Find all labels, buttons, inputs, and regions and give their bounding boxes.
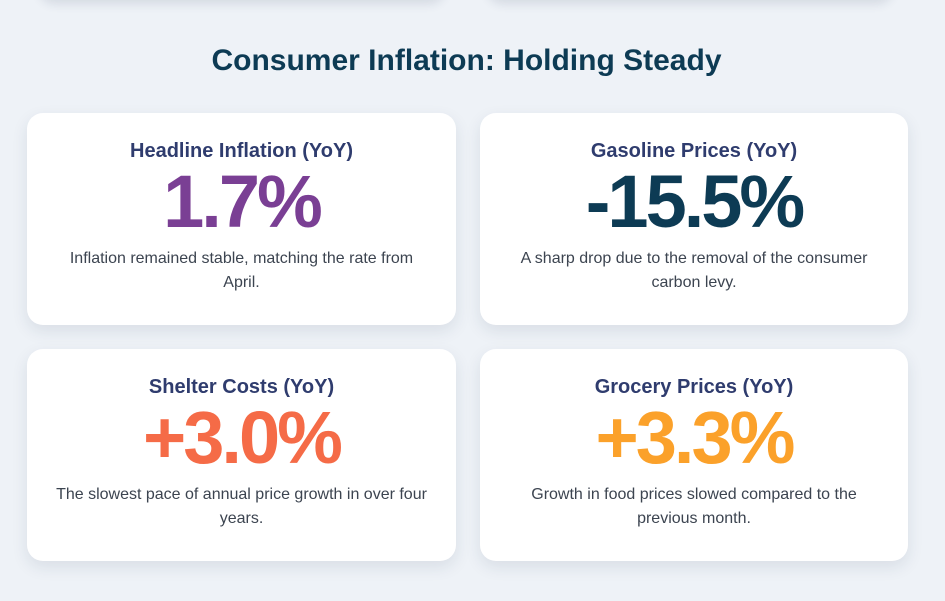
stat-card-gasoline-prices: Gasoline Prices (YoY) -15.5% A sharp dro… <box>480 113 908 325</box>
card-description: Inflation remained stable, matching the … <box>69 250 414 291</box>
card-description: A sharp drop due to the removal of the c… <box>520 250 868 291</box>
card-description: Growth in food prices slowed compared to… <box>531 486 857 527</box>
card-title: Shelter Costs (YoY) <box>148 376 335 398</box>
section-title: Consumer Inflation: Holding Steady <box>211 44 722 77</box>
card-value: -15.5% <box>585 160 805 243</box>
card-title: Headline Inflation (YoY) <box>130 140 353 162</box>
card-description: The slowest pace of annual price growth … <box>56 486 427 527</box>
card-value: +3.3% <box>595 396 796 479</box>
card-title: Gasoline Prices (YoY) <box>590 140 798 162</box>
stat-card-headline-inflation: Headline Inflation (YoY) 1.7% Inflation … <box>27 113 456 325</box>
card-value: +3.0% <box>143 396 343 479</box>
card-value: 1.7% <box>163 160 323 243</box>
stat-card-grocery-prices: Grocery Prices (YoY) +3.3% Growth in foo… <box>480 349 908 561</box>
card-title: Grocery Prices (YoY) <box>594 376 794 398</box>
stat-card-shelter-costs: Shelter Costs (YoY) +3.0% The slowest pa… <box>27 349 456 561</box>
stats-grid: Headline Inflation (YoY) 1.7% Inflation … <box>27 113 908 561</box>
